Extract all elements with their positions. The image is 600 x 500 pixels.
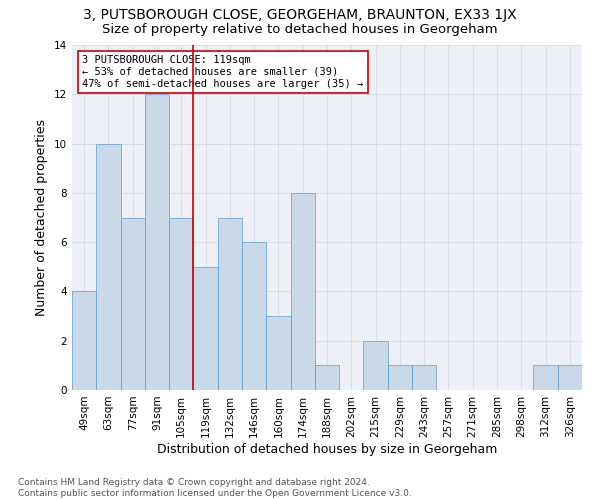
- Bar: [290, 193, 315, 390]
- Text: 3 PUTSBOROUGH CLOSE: 119sqm
← 53% of detached houses are smaller (39)
47% of sem: 3 PUTSBOROUGH CLOSE: 119sqm ← 53% of det…: [82, 56, 364, 88]
- Bar: [96, 144, 121, 390]
- X-axis label: Distribution of detached houses by size in Georgeham: Distribution of detached houses by size …: [157, 442, 497, 456]
- Text: 3, PUTSBOROUGH CLOSE, GEORGEHAM, BRAUNTON, EX33 1JX: 3, PUTSBOROUGH CLOSE, GEORGEHAM, BRAUNTO…: [83, 8, 517, 22]
- Bar: [193, 267, 218, 390]
- Bar: [145, 94, 169, 390]
- Bar: [315, 366, 339, 390]
- Bar: [558, 366, 582, 390]
- Bar: [72, 292, 96, 390]
- Bar: [121, 218, 145, 390]
- Bar: [266, 316, 290, 390]
- Bar: [364, 340, 388, 390]
- Bar: [242, 242, 266, 390]
- Bar: [412, 366, 436, 390]
- Bar: [388, 366, 412, 390]
- Text: Contains HM Land Registry data © Crown copyright and database right 2024.
Contai: Contains HM Land Registry data © Crown c…: [18, 478, 412, 498]
- Y-axis label: Number of detached properties: Number of detached properties: [35, 119, 49, 316]
- Bar: [169, 218, 193, 390]
- Text: Size of property relative to detached houses in Georgeham: Size of property relative to detached ho…: [102, 22, 498, 36]
- Bar: [218, 218, 242, 390]
- Bar: [533, 366, 558, 390]
